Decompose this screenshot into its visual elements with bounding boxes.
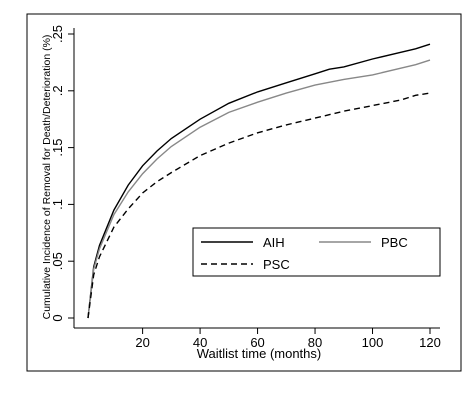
legend-label-aih: AIH [263, 235, 285, 250]
series-group [87, 43, 431, 319]
y-tick-label: .25 [50, 25, 65, 43]
legend: AIH PBC PSC [192, 227, 441, 277]
series-line-pbc [87, 59, 431, 319]
y-axis-title: Cumulative Incidence of Removal for Deat… [41, 35, 53, 320]
y-tick-label: .1 [50, 199, 65, 210]
y-tick-label: .05 [50, 252, 65, 270]
y-tick-label: 0 [50, 314, 65, 321]
x-tick-label: 120 [419, 335, 441, 350]
y-tick-label: .15 [50, 139, 65, 157]
x-axis-title: Waitlist time (months) [197, 346, 321, 361]
series-line-aih [87, 43, 431, 319]
legend-box [192, 227, 441, 277]
y-tick-label: .2 [50, 85, 65, 96]
legend-label-psc: PSC [263, 257, 290, 272]
axes: 0 .05 .1 .15 .2 .25 20 40 60 80 100 120 [50, 25, 441, 350]
x-tick-label: 60 [250, 335, 264, 350]
series-line-psc [87, 92, 431, 319]
x-tick-label: 40 [193, 335, 207, 350]
plot-frame [26, 13, 462, 372]
legend-label-pbc: PBC [381, 235, 408, 250]
x-tick-label: 80 [308, 335, 322, 350]
x-tick-label: 20 [135, 335, 149, 350]
x-tick-label: 100 [362, 335, 384, 350]
